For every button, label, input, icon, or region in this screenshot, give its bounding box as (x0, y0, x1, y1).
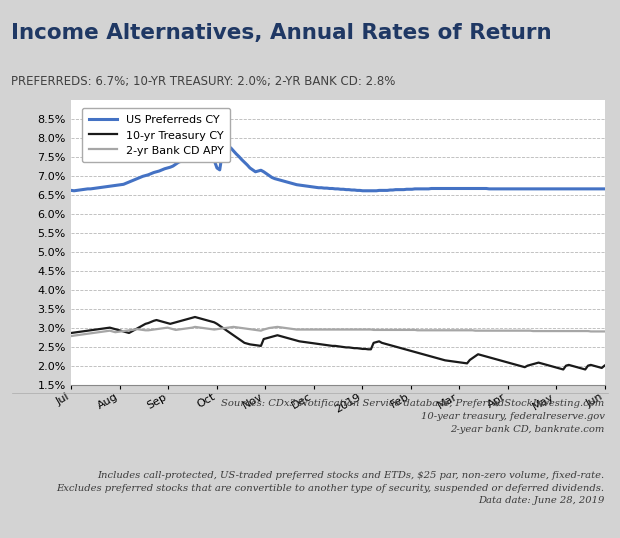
Legend: US Preferreds CY, 10-yr Treasury CY, 2-yr Bank CD APY: US Preferreds CY, 10-yr Treasury CY, 2-y… (82, 108, 230, 162)
Text: PREFERREDS: 6.7%; 10-YR TREASURY: 2.0%; 2-YR BANK CD: 2.8%: PREFERREDS: 6.7%; 10-YR TREASURY: 2.0%; … (11, 75, 396, 88)
Text: Income Alternatives, Annual Rates of Return: Income Alternatives, Annual Rates of Ret… (11, 23, 552, 43)
Text: Sources: CDx3 Notification Service database, PreferredStockInvesting.com
10-year: Sources: CDx3 Notification Service datab… (221, 399, 604, 434)
Text: Includes call-protected, US-traded preferred stocks and ETDs, $25 par, non-zero : Includes call-protected, US-traded prefe… (56, 471, 604, 505)
